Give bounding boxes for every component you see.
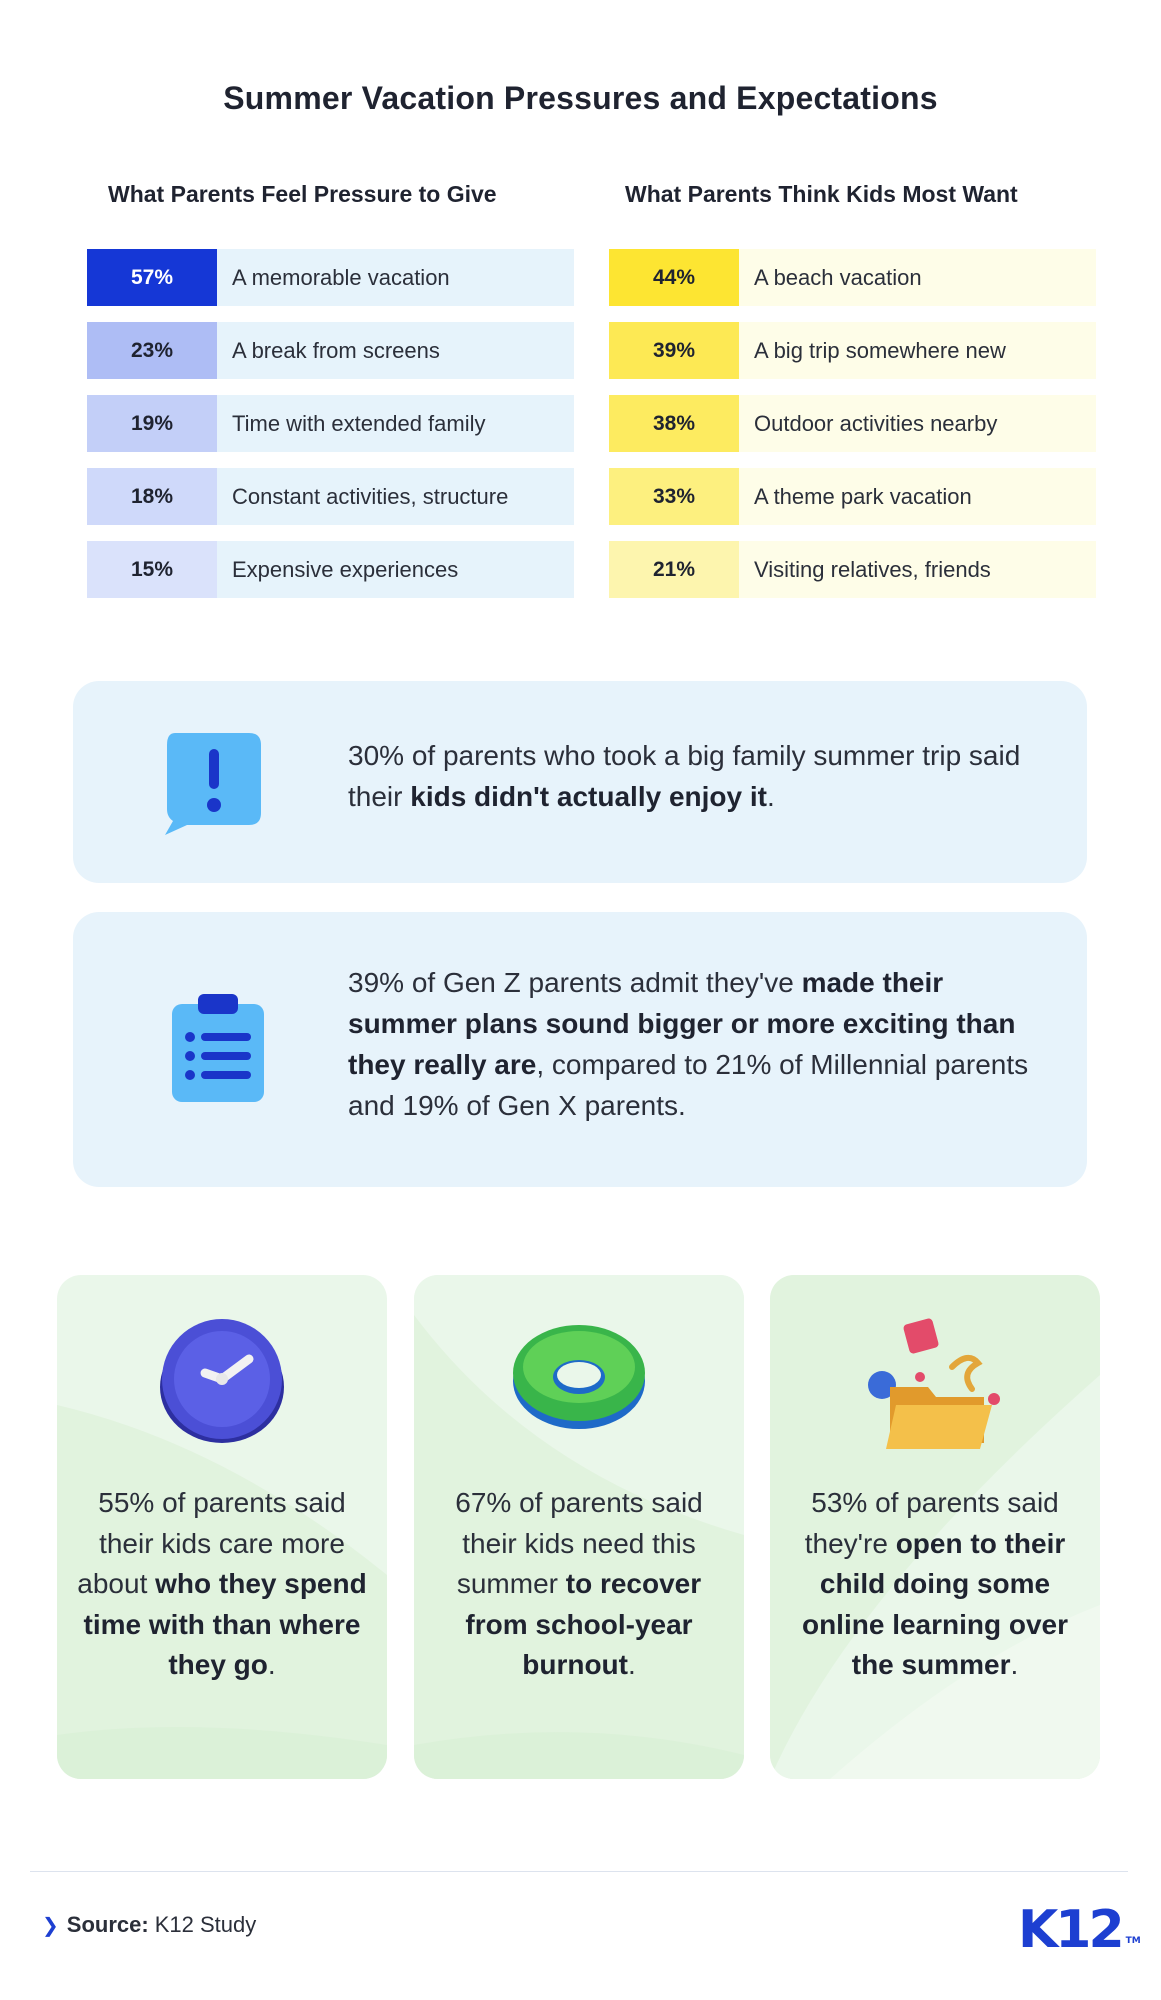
- percent-cell: 57%: [87, 249, 217, 306]
- folder-shapes-icon: [860, 1315, 1010, 1460]
- table-row: 57% A memorable vacation: [87, 249, 574, 306]
- page-title: Summer Vacation Pressures and Expectatio…: [223, 80, 938, 116]
- stat-text: 30% of parents who took a big family sum…: [348, 740, 1021, 812]
- percent-cell: 38%: [609, 395, 739, 452]
- stat-panel-trip-enjoyment: 30% of parents who took a big family sum…: [73, 681, 1087, 883]
- card-background-shape: [770, 1275, 1100, 1779]
- clipboard-list-icon: [168, 992, 268, 1109]
- k12-logo: K12 TM: [1018, 1900, 1141, 1960]
- source-line: ❯ Source: K12 Study: [42, 1912, 256, 1938]
- table-row: 33% A theme park vacation: [609, 468, 1096, 525]
- table-row: 21% Visiting relatives, friends: [609, 541, 1096, 598]
- table-row: 38% Outdoor activities nearby: [609, 395, 1096, 452]
- percent-cell: 44%: [609, 249, 739, 306]
- percent-cell: 18%: [87, 468, 217, 525]
- card-background-shape: [414, 1275, 744, 1779]
- table-row: 18% Constant activities, structure: [87, 468, 574, 525]
- kids-want-table-header: What Parents Think Kids Most Want: [625, 181, 1018, 207]
- label-cell: Expensive experiences: [217, 541, 574, 598]
- table-row: 39% A big trip somewhere new: [609, 322, 1096, 379]
- stat-text: 55% of parents said their kids care more…: [77, 1487, 367, 1680]
- label-cell: A beach vacation: [739, 249, 1096, 306]
- label-cell: A memorable vacation: [217, 249, 574, 306]
- percent-cell: 33%: [609, 468, 739, 525]
- label-cell: Time with extended family: [217, 395, 574, 452]
- table-row: 15% Expensive experiences: [87, 541, 574, 598]
- alert-speech-bubble-icon: [161, 729, 269, 846]
- source-value: K12 Study: [154, 1912, 257, 1937]
- kids-want-table: 44% A beach vacation 39% A big trip some…: [609, 249, 1096, 614]
- label-cell: A break from screens: [217, 322, 574, 379]
- pressure-table-header: What Parents Feel Pressure to Give: [108, 181, 497, 207]
- clock-icon: [157, 1315, 287, 1450]
- percent-cell: 23%: [87, 322, 217, 379]
- label-cell: A theme park vacation: [739, 468, 1096, 525]
- pressure-table: 57% A memorable vacation 23% A break fro…: [87, 249, 574, 614]
- table-row: 44% A beach vacation: [609, 249, 1096, 306]
- card-background-shape: [57, 1405, 387, 1779]
- percent-cell: 19%: [87, 395, 217, 452]
- stat-card-recover-burnout: 67% of parents said their kids need this…: [414, 1275, 744, 1779]
- stat-text: 39% of Gen Z parents admit they've made …: [348, 967, 1029, 1121]
- stat-card-who-vs-where: 55% of parents said their kids care more…: [57, 1275, 387, 1779]
- table-row: 23% A break from screens: [87, 322, 574, 379]
- percent-cell: 39%: [609, 322, 739, 379]
- stat-text: 53% of parents said they're open to thei…: [801, 1487, 1069, 1680]
- source-label: Source:: [66, 1912, 149, 1937]
- table-row: 19% Time with extended family: [87, 395, 574, 452]
- footer-divider: [30, 1871, 1128, 1872]
- label-cell: Outdoor activities nearby: [739, 395, 1096, 452]
- label-cell: A big trip somewhere new: [739, 322, 1096, 379]
- chevron-right-icon: ❯: [42, 1914, 59, 1937]
- stat-text: 67% of parents said their kids need this…: [455, 1487, 703, 1680]
- percent-cell: 15%: [87, 541, 217, 598]
- label-cell: Visiting relatives, friends: [739, 541, 1096, 598]
- label-cell: Constant activities, structure: [217, 468, 574, 525]
- stat-card-online-learning: 53% of parents said they're open to thei…: [770, 1275, 1100, 1779]
- percent-cell: 21%: [609, 541, 739, 598]
- stat-panel-gen-z: 39% of Gen Z parents admit they've made …: [73, 912, 1087, 1187]
- swim-ring-icon: [509, 1315, 649, 1440]
